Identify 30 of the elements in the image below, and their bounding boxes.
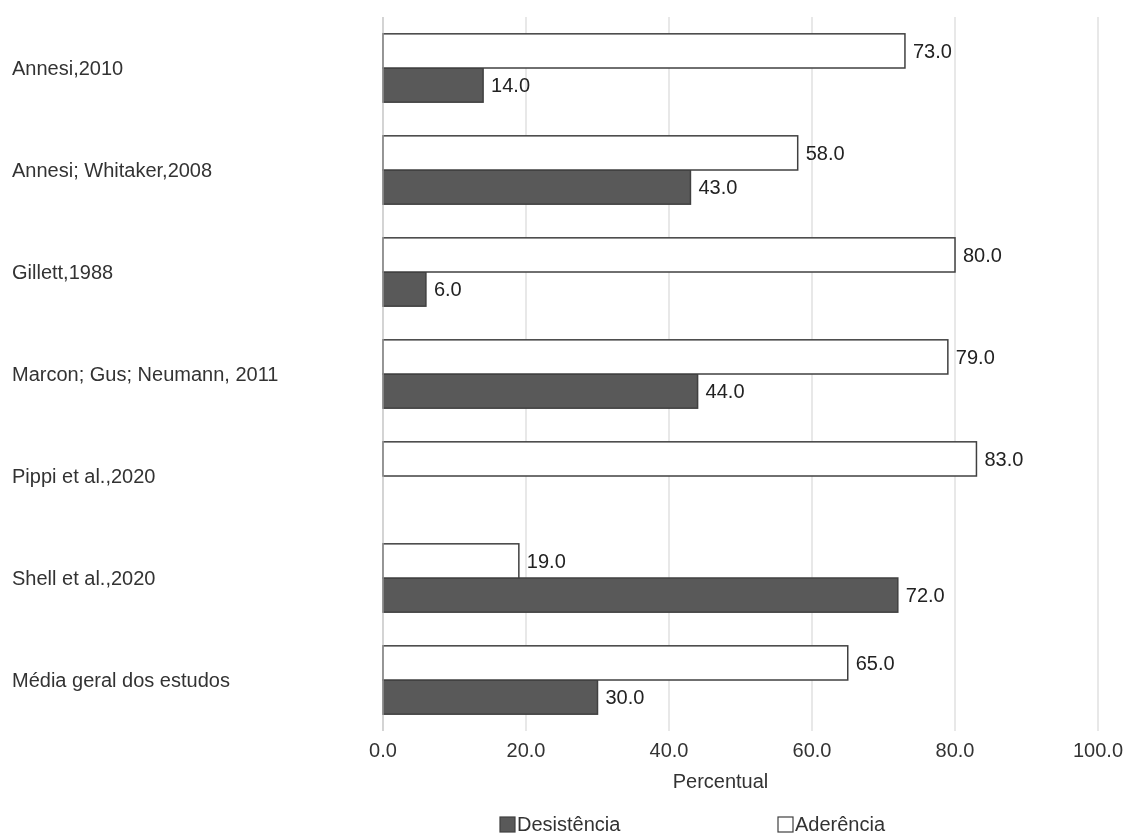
legend-label: Desistência — [517, 813, 622, 835]
x-tick-label: 100.0 — [1072, 739, 1124, 761]
x-tick-label: 60.0 — [792, 739, 832, 761]
y-tick-label: Annesi,2010 — [12, 57, 124, 79]
data-label: 72.0 — [905, 584, 945, 607]
data-label: 44.0 — [705, 380, 745, 403]
data-label: 6.0 — [433, 278, 462, 301]
data-label: 79.0 — [955, 345, 995, 368]
x-axis-title: Percentual — [672, 770, 769, 792]
x-tick-label: 80.0 — [935, 739, 975, 761]
data-label: 73.0 — [912, 39, 952, 62]
data-label: 30.0 — [605, 686, 645, 709]
y-tick-label: Gillett,1988 — [12, 261, 114, 283]
data-label: 83.0 — [984, 447, 1024, 470]
data-label: 19.0 — [526, 549, 566, 572]
legend-label: Aderência — [795, 813, 886, 835]
data-label: 58.0 — [805, 141, 845, 164]
x-tick-label: 40.0 — [649, 739, 689, 761]
bar — [382, 441, 978, 477]
x-tick-label: 20.0 — [506, 739, 546, 761]
data-label: 80.0 — [963, 243, 1002, 266]
y-tick-label: Média geral dos estudos — [12, 669, 230, 691]
data-label: 65.0 — [855, 651, 895, 674]
y-tick-label: Shell et al.,2020 — [12, 567, 156, 589]
y-tick-label: Pippi et al.,2020 — [12, 465, 156, 487]
data-label: 43.0 — [698, 176, 738, 199]
data-label: 14.0 — [491, 74, 531, 97]
y-tick-label: Marcon; Gus; Neumann, 2011 — [12, 363, 279, 385]
y-tick-label: Annesi; Whitaker,2008 — [12, 159, 213, 181]
x-tick-label: 0.0 — [369, 739, 397, 761]
